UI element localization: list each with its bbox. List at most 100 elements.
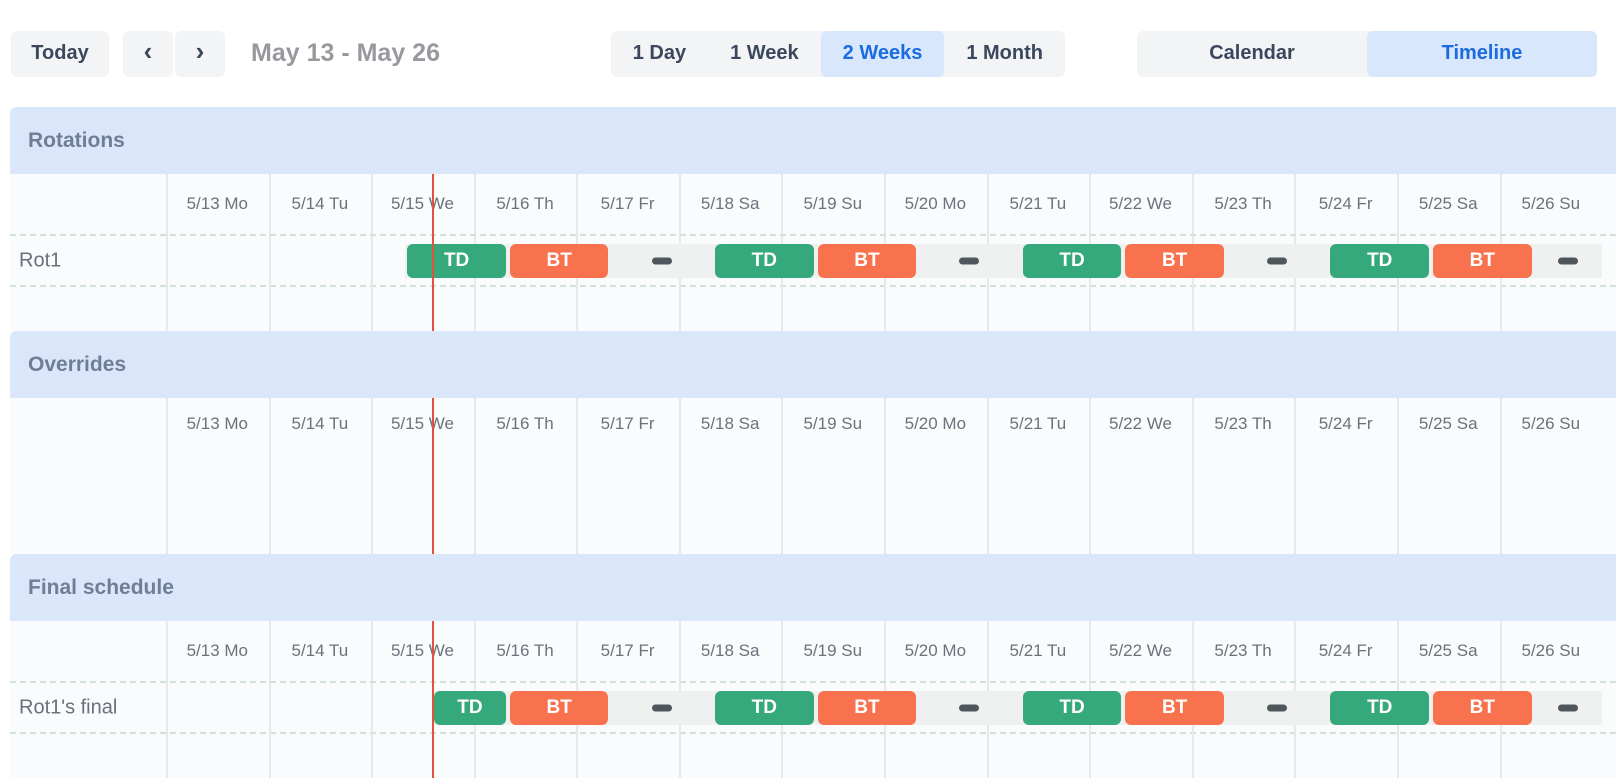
shift-bar-td[interactable]: TD [1022, 243, 1122, 278]
zoom-option-1-month[interactable]: 1 Month [944, 31, 1065, 77]
shift-bar-bt[interactable]: BT [817, 690, 917, 725]
empty-shift-dash [1557, 704, 1578, 711]
chevron-left-icon[interactable]: ‹ [123, 30, 173, 77]
date-cell: 5/19 Su [803, 641, 863, 660]
day-column [166, 398, 269, 554]
section-header-overrides: Overrides [10, 331, 1616, 398]
shift-bar-bt[interactable]: BT [1125, 690, 1224, 725]
empty-shift-dash [959, 257, 980, 264]
day-column [884, 398, 987, 554]
zoom-option-1-day[interactable]: 1 Day [611, 31, 708, 77]
trailing-row [10, 285, 1616, 331]
day-column [371, 398, 474, 554]
day-column-grid [166, 398, 1602, 554]
day-column [268, 174, 372, 331]
day-column [678, 398, 782, 554]
date-cell: 5/26 Su [1521, 414, 1581, 433]
date-cell: 5/22 We [1108, 641, 1172, 660]
date-cell: 5/20 Mo [904, 414, 967, 433]
toolbar: Today ‹ › May 13 - May 26 1 Day 1 Week 2 W… [0, 0, 1616, 107]
date-cell: 5/15 We [390, 641, 454, 660]
section-body-rotations: 5/13 Mo 5/14 Tu 5/15 We 5/16 Th 5/17 Fr 5/18 … [10, 174, 1616, 331]
shift-bar-td[interactable]: TD [715, 690, 814, 725]
shift-bar-bt[interactable]: BT [1433, 243, 1532, 278]
section-body-final-schedule: 5/13 Mo 5/14 Tu 5/15 We 5/16 Th 5/17 Fr 5/18 … [10, 621, 1616, 778]
date-cell: 5/17 Fr [600, 194, 655, 213]
shift-bar-td[interactable]: TD [715, 243, 814, 278]
zoom-option-2-weeks[interactable]: 2 Weeks [820, 30, 945, 77]
date-cell: 5/24 Fr [1318, 414, 1373, 433]
section-title: Final schedule [28, 575, 174, 599]
row-label: Rot1's final [19, 696, 118, 718]
date-cell: 5/24 Fr [1318, 194, 1373, 213]
day-column [986, 398, 1090, 554]
date-header-row: 5/13 Mo 5/14 Tu 5/15 We 5/16 Th 5/17 Fr 5/18 … [10, 398, 1616, 450]
shift-bar-td[interactable]: TD [1022, 690, 1122, 725]
date-cell: 5/18 Sa [700, 641, 760, 660]
day-column [371, 174, 474, 331]
view-option-calendar[interactable]: Calendar [1137, 31, 1367, 77]
schedule-row-rot1-s-final: Rot1's final TD BT TD BT TD BT TD BT [10, 681, 1616, 732]
timeline: Rotations 5/13 Mo 5/14 Tu 5/15 We 5/16 Th 5/1… [10, 107, 1616, 778]
date-cell: 5/15 We [390, 414, 454, 433]
shift-bar-td[interactable]: TD [407, 243, 506, 278]
date-cell: 5/25 Sa [1418, 194, 1478, 213]
empty-shift-dash [959, 704, 980, 711]
row-label: Rot1 [19, 249, 62, 271]
day-column [473, 398, 577, 554]
date-cell: 5/18 Sa [700, 414, 760, 433]
date-cell: 5/15 We [390, 194, 454, 213]
section-title: Rotations [28, 128, 125, 152]
shift-bar-bt[interactable]: BT [509, 243, 609, 278]
date-cell: 5/24 Fr [1318, 641, 1373, 660]
schedule-row-rot1: Rot1 TD BT TD BT TD BT TD BT [10, 234, 1616, 285]
shift-bar-bt[interactable]: BT [1125, 243, 1224, 278]
day-column [1499, 398, 1603, 554]
shift-bar-bt[interactable]: BT [1433, 690, 1532, 725]
now-line [431, 174, 434, 331]
day-column [576, 398, 679, 554]
day-column [371, 621, 474, 778]
shift-bar-td[interactable]: TD [1330, 243, 1430, 278]
date-cell: 5/16 Th [496, 414, 554, 433]
date-cell: 5/18 Sa [700, 194, 760, 213]
chevron-right-icon[interactable]: › [175, 30, 225, 77]
now-line [431, 621, 434, 778]
zoom-option-1-week[interactable]: 1 Week [708, 31, 821, 77]
empty-shift-dash [651, 704, 672, 711]
day-column [268, 621, 372, 778]
view-button-group: Calendar Timeline [1137, 30, 1597, 77]
today-button[interactable]: Today [11, 30, 109, 77]
date-cell: 5/22 We [1108, 194, 1172, 213]
date-cell: 5/17 Fr [600, 641, 655, 660]
view-option-timeline[interactable]: Timeline [1367, 30, 1597, 77]
shift-bar-td[interactable]: TD [1330, 690, 1430, 725]
day-column [166, 174, 269, 331]
day-column [1191, 398, 1295, 554]
date-cell: 5/21 Tu [1009, 414, 1067, 433]
shift-bar-bt[interactable]: BT [817, 243, 917, 278]
date-header-row: 5/13 Mo 5/14 Tu 5/15 We 5/16 Th 5/17 Fr 5/18 … [10, 174, 1616, 234]
row-track: TD BT TD BT TD BT TD BT [166, 236, 1602, 285]
date-cell: 5/23 Th [1214, 194, 1272, 213]
date-cell: 5/26 Su [1521, 194, 1581, 213]
empty-shift-dash [1557, 257, 1578, 264]
date-cell: 5/20 Mo [904, 194, 967, 213]
day-column [781, 398, 884, 554]
date-cell: 5/19 Su [803, 414, 863, 433]
date-range-title: May 13 - May 26 [251, 39, 440, 67]
date-cell: 5/22 We [1108, 414, 1172, 433]
date-cell: 5/25 Sa [1418, 414, 1478, 433]
date-cell: 5/16 Th [496, 641, 554, 660]
date-header-row: 5/13 Mo 5/14 Tu 5/15 We 5/16 Th 5/17 Fr 5/18 … [10, 621, 1616, 681]
empty-shift-dash [1267, 257, 1288, 264]
date-cell: 5/13 Mo [186, 414, 248, 433]
date-cell: 5/13 Mo [186, 194, 248, 213]
day-column [166, 621, 269, 778]
now-line [431, 398, 434, 554]
shift-bar-bt[interactable]: BT [509, 690, 609, 725]
shift-bar-td[interactable]: TD [433, 690, 506, 725]
day-column [268, 398, 372, 554]
date-cell: 5/21 Tu [1009, 194, 1067, 213]
day-column [1294, 398, 1397, 554]
